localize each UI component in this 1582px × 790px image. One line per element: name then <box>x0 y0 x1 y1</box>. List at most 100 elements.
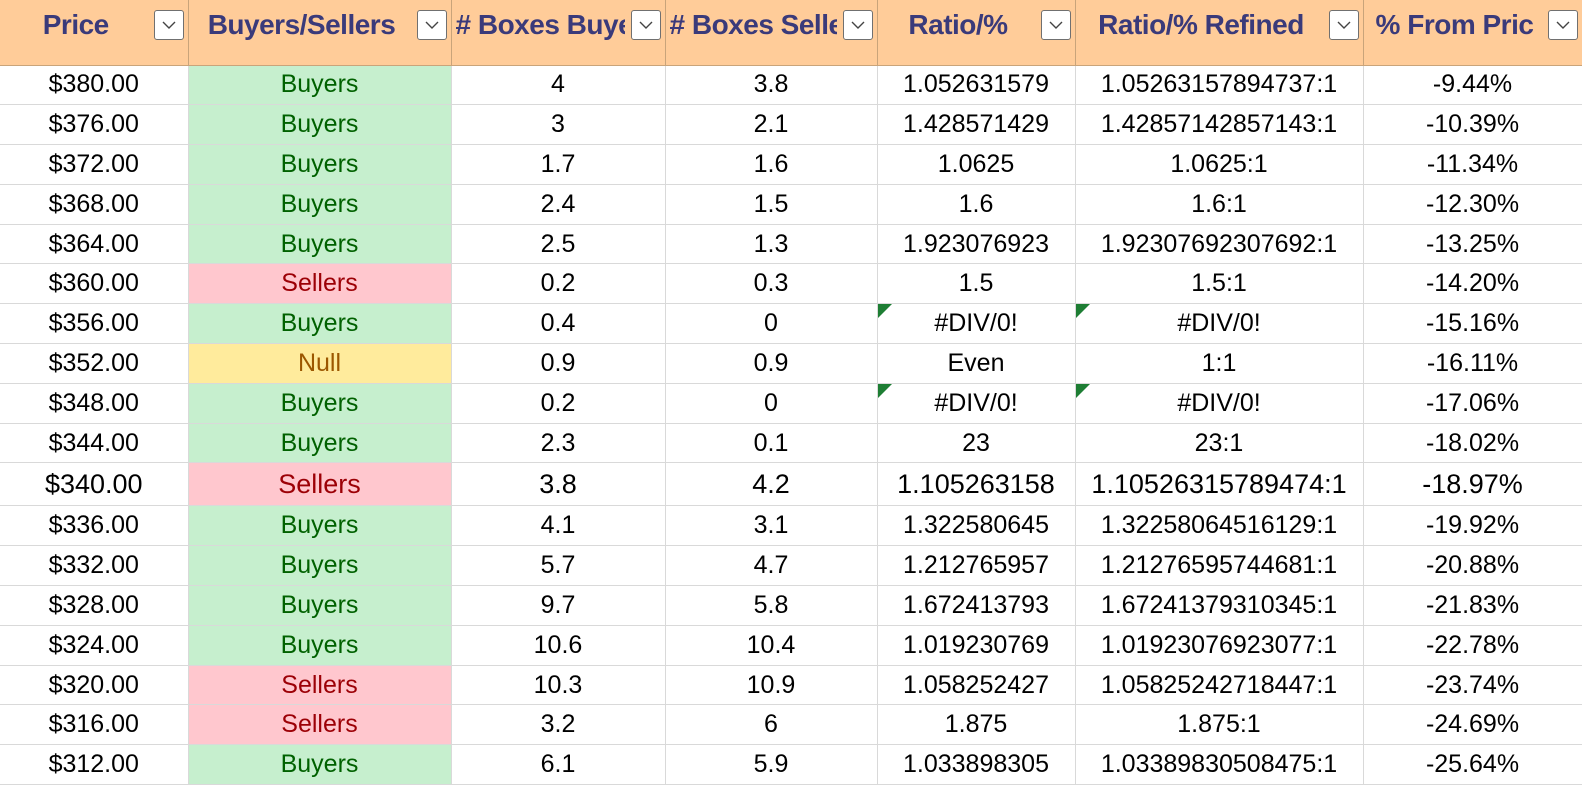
pct-from-price-cell[interactable]: -21.83% <box>1363 585 1582 626</box>
price-cell[interactable]: $352.00 <box>0 343 189 384</box>
filter-dropdown-button[interactable] <box>1547 10 1578 40</box>
price-cell[interactable]: $380.00 <box>0 65 189 106</box>
pct-from-price-cell[interactable]: -18.97% <box>1363 462 1582 507</box>
pct-from-price-cell[interactable]: -19.92% <box>1363 505 1582 547</box>
price-cell[interactable]: $336.00 <box>0 505 189 547</box>
side-cell[interactable]: Buyers <box>188 144 452 185</box>
side-cell[interactable]: Buyers <box>188 585 452 626</box>
boxes-sold-cell[interactable]: 10.4 <box>665 625 878 666</box>
price-cell[interactable]: $320.00 <box>0 665 189 706</box>
boxes-bought-cell[interactable]: 0.4 <box>451 303 666 345</box>
boxes-sold-cell[interactable]: 1.5 <box>665 184 878 225</box>
ratio-cell[interactable]: Even <box>877 343 1076 384</box>
ratio-cell[interactable]: 1.058252427 <box>877 665 1076 706</box>
boxes-sold-cell[interactable]: 3.8 <box>665 65 878 106</box>
side-cell[interactable]: Buyers <box>188 744 452 786</box>
error-indicator-icon[interactable] <box>1075 383 1090 398</box>
filter-dropdown-button[interactable] <box>842 10 873 40</box>
boxes-sold-cell[interactable]: 5.9 <box>665 744 878 786</box>
boxes-bought-cell[interactable]: 10.3 <box>451 665 666 706</box>
price-cell[interactable]: $324.00 <box>0 625 189 666</box>
ratio-refined-cell[interactable]: 1.42857142857143:1 <box>1075 104 1364 146</box>
side-cell[interactable]: Buyers <box>188 104 452 146</box>
ratio-cell[interactable]: 1.212765957 <box>877 545 1076 587</box>
boxes-bought-cell[interactable]: 9.7 <box>451 585 666 626</box>
price-cell[interactable]: $344.00 <box>0 423 189 464</box>
boxes-bought-cell[interactable]: 0.2 <box>451 383 666 424</box>
column-header-boxes-sold[interactable]: # Boxes Selle <box>665 0 878 66</box>
boxes-bought-cell[interactable]: 1.7 <box>451 144 666 185</box>
price-cell[interactable]: $348.00 <box>0 383 189 424</box>
price-cell[interactable]: $376.00 <box>0 104 189 146</box>
pct-from-price-cell[interactable]: -9.44% <box>1363 65 1582 106</box>
ratio-refined-cell[interactable]: 1.05825242718447:1 <box>1075 665 1364 706</box>
price-cell[interactable]: $364.00 <box>0 224 189 265</box>
boxes-bought-cell[interactable]: 0.2 <box>451 263 666 305</box>
boxes-bought-cell[interactable]: 0.9 <box>451 343 666 384</box>
side-cell[interactable]: Sellers <box>188 665 452 706</box>
column-header-buyers-sellers[interactable]: Buyers/Sellers <box>188 0 452 66</box>
ratio-refined-cell[interactable]: 1.03389830508475:1 <box>1075 744 1364 786</box>
side-cell[interactable]: Null <box>188 343 452 384</box>
ratio-refined-cell[interactable]: 1.6:1 <box>1075 184 1364 225</box>
ratio-refined-cell[interactable]: 1.01923076923077:1 <box>1075 625 1364 666</box>
ratio-refined-cell[interactable]: 1.875:1 <box>1075 704 1364 746</box>
pct-from-price-cell[interactable]: -22.78% <box>1363 625 1582 666</box>
side-cell[interactable]: Buyers <box>188 383 452 424</box>
ratio-cell[interactable]: 1.033898305 <box>877 744 1076 786</box>
pct-from-price-cell[interactable]: -17.06% <box>1363 383 1582 424</box>
boxes-sold-cell[interactable]: 1.6 <box>665 144 878 185</box>
column-header-pct-from-price[interactable]: % From Pric <box>1363 0 1582 66</box>
boxes-sold-cell[interactable]: 3.1 <box>665 505 878 547</box>
column-header-ratio-refined[interactable]: Ratio/% Refined <box>1075 0 1364 66</box>
ratio-cell[interactable]: 1.6 <box>877 184 1076 225</box>
boxes-bought-cell[interactable]: 4.1 <box>451 505 666 547</box>
price-cell[interactable]: $360.00 <box>0 263 189 305</box>
ratio-cell[interactable]: 1.672413793 <box>877 585 1076 626</box>
pct-from-price-cell[interactable]: -11.34% <box>1363 144 1582 185</box>
boxes-bought-cell[interactable]: 10.6 <box>451 625 666 666</box>
boxes-sold-cell[interactable]: 0 <box>665 303 878 345</box>
boxes-sold-cell[interactable]: 4.2 <box>665 462 878 507</box>
side-cell[interactable]: Buyers <box>188 65 452 106</box>
ratio-cell[interactable]: 1.5 <box>877 263 1076 305</box>
price-cell[interactable]: $316.00 <box>0 704 189 746</box>
ratio-refined-cell[interactable]: 1.21276595744681:1 <box>1075 545 1364 587</box>
boxes-bought-cell[interactable]: 2.5 <box>451 224 666 265</box>
ratio-refined-cell[interactable]: 1.10526315789474:1 <box>1075 462 1364 507</box>
side-cell[interactable]: Buyers <box>188 625 452 666</box>
ratio-cell[interactable]: #DIV/0! <box>877 303 1076 345</box>
boxes-bought-cell[interactable]: 2.3 <box>451 423 666 464</box>
ratio-cell[interactable]: 1.923076923 <box>877 224 1076 265</box>
ratio-cell[interactable]: 1.052631579 <box>877 65 1076 106</box>
ratio-refined-cell[interactable]: 1:1 <box>1075 343 1364 384</box>
boxes-sold-cell[interactable]: 0.9 <box>665 343 878 384</box>
ratio-cell[interactable]: 1.105263158 <box>877 462 1076 507</box>
side-cell[interactable]: Buyers <box>188 545 452 587</box>
pct-from-price-cell[interactable]: -16.11% <box>1363 343 1582 384</box>
boxes-sold-cell[interactable]: 0.3 <box>665 263 878 305</box>
price-cell[interactable]: $328.00 <box>0 585 189 626</box>
side-cell[interactable]: Buyers <box>188 423 452 464</box>
error-indicator-icon[interactable] <box>1075 304 1090 319</box>
side-cell[interactable]: Sellers <box>188 263 452 305</box>
boxes-bought-cell[interactable]: 2.4 <box>451 184 666 225</box>
ratio-refined-cell[interactable]: #DIV/0! <box>1075 383 1364 424</box>
boxes-sold-cell[interactable]: 10.9 <box>665 665 878 706</box>
ratio-cell[interactable]: 1.428571429 <box>877 104 1076 146</box>
ratio-refined-cell[interactable]: 1.92307692307692:1 <box>1075 224 1364 265</box>
ratio-cell[interactable]: 1.0625 <box>877 144 1076 185</box>
ratio-cell[interactable]: 1.019230769 <box>877 625 1076 666</box>
column-header-boxes-bought[interactable]: # Boxes Buye <box>451 0 666 66</box>
side-cell[interactable]: Buyers <box>188 303 452 345</box>
ratio-cell[interactable]: 23 <box>877 423 1076 464</box>
price-cell[interactable]: $356.00 <box>0 303 189 345</box>
filter-dropdown-button[interactable] <box>416 10 447 40</box>
ratio-refined-cell[interactable]: 1.5:1 <box>1075 263 1364 305</box>
pct-from-price-cell[interactable]: -24.69% <box>1363 704 1582 746</box>
ratio-cell[interactable]: 1.875 <box>877 704 1076 746</box>
boxes-sold-cell[interactable]: 0.1 <box>665 423 878 464</box>
column-header-ratio[interactable]: Ratio/% <box>877 0 1076 66</box>
price-cell[interactable]: $368.00 <box>0 184 189 225</box>
ratio-refined-cell[interactable]: 1.67241379310345:1 <box>1075 585 1364 626</box>
